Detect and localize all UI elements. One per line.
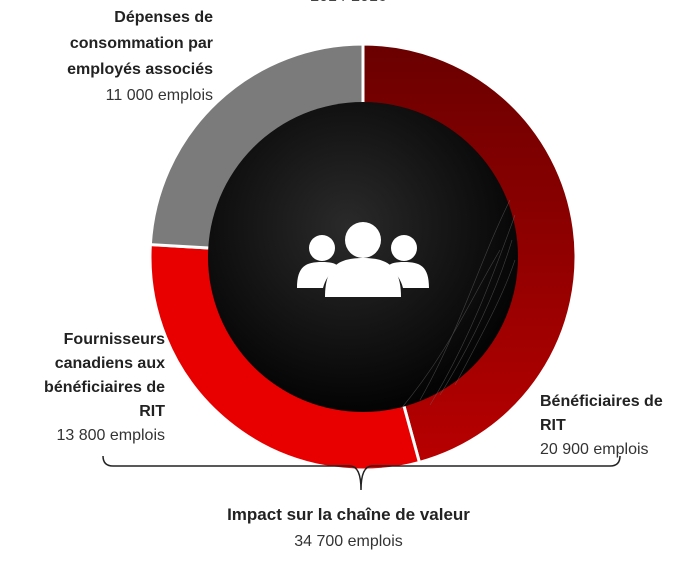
slice-name: Bénéficiaires de RIT	[540, 393, 663, 434]
label-0: Bénéficiaires de RIT 20 900 emplois	[540, 390, 670, 462]
subtitle: 2014-2016	[0, 0, 697, 6]
label-2: Dépenses de consommation par employés as…	[53, 5, 213, 109]
label-1: Fournisseurs canadiens aux bénéficiaires…	[37, 328, 165, 448]
total-label: Impact sur la chaîne de valeur	[227, 505, 470, 524]
slice-name: Fournisseurs canadiens aux bénéficiaires…	[44, 331, 165, 420]
slice-name: Dépenses de consommation par employés as…	[67, 9, 213, 78]
slice-value-label: 11 000 emplois	[105, 87, 213, 104]
people-icon	[297, 222, 429, 297]
bracket	[102, 455, 621, 491]
total-value: 34 700 emplois	[294, 533, 403, 550]
slice-value-label: 13 800 emplois	[56, 427, 165, 444]
texture	[399, 199, 516, 411]
slice-value-label: 20 900 emplois	[540, 441, 649, 458]
